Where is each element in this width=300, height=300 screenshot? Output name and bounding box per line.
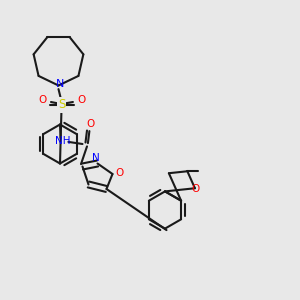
Text: O: O (38, 95, 47, 106)
Text: NH: NH (55, 136, 71, 146)
Text: O: O (77, 95, 86, 106)
Text: O: O (191, 184, 200, 194)
Text: N: N (56, 79, 64, 89)
Text: O: O (115, 167, 123, 178)
Text: N: N (92, 153, 100, 163)
Text: O: O (86, 119, 94, 129)
Text: S: S (58, 98, 65, 112)
